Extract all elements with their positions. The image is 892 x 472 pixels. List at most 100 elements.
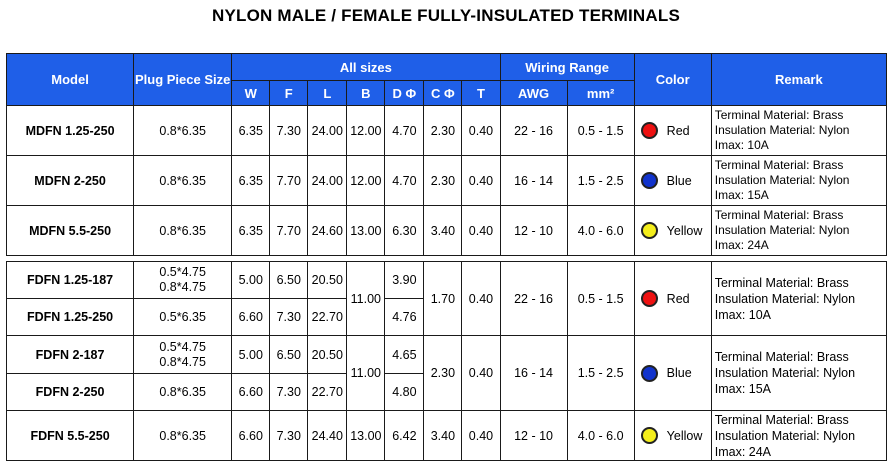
b-cell: 12.00 bbox=[346, 155, 386, 206]
t-cell: 0.40 bbox=[461, 261, 501, 336]
header-d: D Φ bbox=[384, 80, 425, 106]
awg-cell: 12 - 10 bbox=[499, 205, 568, 256]
f-cell: 7.30 bbox=[269, 410, 309, 461]
header-b: B bbox=[346, 80, 386, 106]
w-cell: 6.60 bbox=[231, 373, 271, 411]
header-w: W bbox=[231, 80, 271, 106]
w-cell: 6.35 bbox=[231, 205, 271, 256]
c-cell: 3.40 bbox=[423, 410, 463, 461]
c-cell: 1.70 bbox=[423, 261, 463, 336]
b-cell: 13.00 bbox=[346, 205, 386, 256]
l-cell: 24.40 bbox=[307, 410, 348, 461]
model-cell: MDFN 5.5-250 bbox=[5, 205, 135, 256]
model-cell: FDFN 2-187 bbox=[5, 335, 135, 374]
remark-line: Insulation Material: Nylon bbox=[714, 291, 856, 306]
plug-cell: 0.8*6.35 bbox=[133, 155, 233, 206]
model-cell: MDFN 2-250 bbox=[5, 155, 135, 206]
remark-cell: Terminal Material: Brass Insulation Mater… bbox=[710, 261, 888, 336]
t-cell: 0.40 bbox=[461, 335, 501, 411]
b-cell: 11.00 bbox=[346, 261, 386, 336]
header-l: L bbox=[307, 80, 348, 106]
remark-line: Imax: 24A bbox=[714, 444, 772, 459]
t-cell: 0.40 bbox=[461, 410, 501, 461]
d-cell: 4.70 bbox=[384, 155, 425, 206]
mm2-cell: 1.5 - 2.5 bbox=[566, 335, 635, 411]
model-cell: FDFN 1.25-250 bbox=[5, 298, 135, 336]
awg-cell: 12 - 10 bbox=[499, 410, 568, 461]
remark-line: Terminal Material: Brass bbox=[714, 412, 849, 427]
awg-cell: 22 - 16 bbox=[499, 105, 568, 156]
c-cell: 2.30 bbox=[423, 155, 463, 206]
d-cell: 4.70 bbox=[384, 105, 425, 156]
header-remark: Remark bbox=[710, 53, 888, 106]
plug-line: 0.8*4.75 bbox=[159, 354, 206, 369]
yellow-dot-icon bbox=[640, 427, 658, 444]
header-awg: AWG bbox=[499, 80, 568, 106]
remark-line: Insulation Material: Nylon bbox=[714, 366, 856, 380]
plug-cell: 0.8*6.35 bbox=[133, 410, 233, 461]
remark-line: Imax: 10A bbox=[714, 138, 769, 152]
model-cell: MDFN 1.25-250 bbox=[5, 105, 135, 156]
yellow-dot-icon bbox=[640, 222, 658, 239]
plug-cell: 0.5*4.75 0.8*4.75 bbox=[133, 261, 233, 299]
remark-cell: Terminal Material: Brass Insulation Mater… bbox=[710, 155, 888, 206]
color-cell: Yellow bbox=[633, 410, 712, 461]
table-row: FDFN 5.5-250 0.8*6.35 6.60 7.30 24.40 13… bbox=[5, 410, 888, 461]
l-cell: 22.70 bbox=[307, 373, 348, 411]
f-cell: 6.50 bbox=[269, 261, 309, 299]
table-row: FDFN 2-187 0.5*4.75 0.8*4.75 5.00 6.50 20… bbox=[5, 335, 888, 411]
l-cell: 20.50 bbox=[307, 335, 348, 374]
remark-line: Imax: 24A bbox=[714, 238, 769, 252]
remark-cell: Terminal Material: Brass Insulation Mater… bbox=[710, 335, 888, 411]
t-cell: 0.40 bbox=[461, 205, 501, 256]
l-cell: 24.00 bbox=[307, 155, 348, 206]
mm2-cell: 4.0 - 6.0 bbox=[566, 205, 635, 256]
d-cell: 6.30 bbox=[384, 205, 425, 256]
c-cell: 2.30 bbox=[423, 105, 463, 156]
w-cell: 6.35 bbox=[231, 155, 271, 206]
red-dot-icon bbox=[640, 122, 658, 139]
c-cell: 2.30 bbox=[423, 335, 463, 411]
header-mm2: mm² bbox=[566, 80, 635, 106]
table-row: MDFN 5.5-250 0.8*6.35 6.35 7.70 24.60 13… bbox=[5, 205, 888, 256]
w-cell: 5.00 bbox=[231, 261, 271, 299]
plug-line: 0.5*4.75 bbox=[159, 339, 206, 354]
l-cell: 24.60 bbox=[307, 205, 348, 256]
plug-cell: 0.5*4.75 0.8*4.75 bbox=[133, 335, 233, 374]
header-c: C Φ bbox=[423, 80, 463, 106]
color-label: Blue bbox=[666, 366, 692, 380]
header-color: Color bbox=[633, 53, 712, 106]
remark-cell: Terminal Material: Brass Insulation Mater… bbox=[710, 205, 888, 256]
awg-cell: 16 - 14 bbox=[499, 155, 568, 206]
header-all-sizes: All sizes bbox=[231, 53, 501, 81]
d-cell: 3.90 bbox=[384, 261, 425, 299]
remark-line: Terminal Material: Brass bbox=[714, 208, 844, 222]
remark-line: Insulation Material: Nylon bbox=[714, 223, 850, 237]
blue-dot-icon bbox=[640, 364, 658, 382]
d-cell: 4.65 bbox=[384, 335, 425, 374]
l-cell: 22.70 bbox=[307, 298, 348, 336]
remark-line: Insulation Material: Nylon bbox=[714, 173, 850, 187]
remark-line: Terminal Material: Brass bbox=[714, 108, 844, 122]
mm2-cell: 0.5 - 1.5 bbox=[566, 261, 635, 336]
color-cell: Blue bbox=[633, 335, 712, 411]
model-cell: FDFN 2-250 bbox=[5, 373, 135, 411]
table-row: MDFN 2-250 0.8*6.35 6.35 7.70 24.00 12.0… bbox=[5, 155, 888, 206]
header-plug-piece-size: Plug Piece Size bbox=[133, 53, 233, 106]
w-cell: 6.35 bbox=[231, 105, 271, 156]
header-wiring-range: Wiring Range bbox=[499, 53, 635, 81]
remark-cell: Terminal Material: Brass Insulation Mater… bbox=[710, 105, 888, 156]
b-cell: 12.00 bbox=[346, 105, 386, 156]
f-cell: 6.50 bbox=[269, 335, 309, 374]
f-cell: 7.30 bbox=[269, 105, 309, 156]
d-cell: 4.80 bbox=[384, 373, 425, 411]
c-cell: 3.40 bbox=[423, 205, 463, 256]
red-dot-icon bbox=[640, 290, 658, 307]
t-cell: 0.40 bbox=[461, 105, 501, 156]
table-row: FDFN 1.25-187 0.5*4.75 0.8*4.75 5.00 6.50… bbox=[5, 261, 888, 336]
w-cell: 6.60 bbox=[231, 298, 271, 336]
b-cell: 11.00 bbox=[346, 335, 386, 411]
f-cell: 7.70 bbox=[269, 205, 309, 256]
remark-line: Terminal Material: Brass bbox=[714, 275, 849, 290]
color-label: Blue bbox=[666, 173, 692, 188]
